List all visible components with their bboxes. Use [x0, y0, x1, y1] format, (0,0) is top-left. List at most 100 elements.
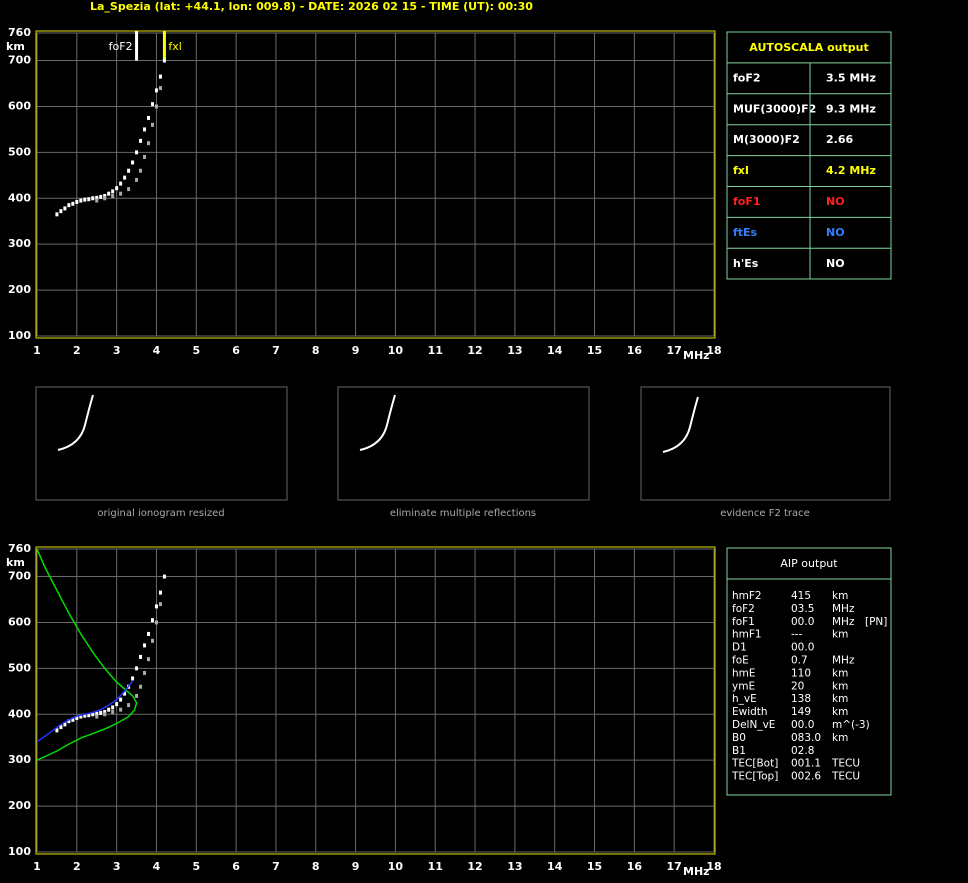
- trace-point: [150, 638, 154, 643]
- aip-cell: hmF2: [732, 590, 762, 602]
- trace-point: [147, 141, 151, 146]
- trace-point: [95, 711, 99, 716]
- trace-point: [135, 693, 139, 698]
- trace-point: [79, 198, 83, 203]
- trace-point: [119, 697, 123, 702]
- trace-point: [123, 691, 127, 696]
- x-tick-label: 16: [627, 860, 643, 873]
- trace-point: [147, 657, 151, 662]
- trace-point: [115, 186, 119, 191]
- row-value: 3.5 MHz: [826, 71, 876, 84]
- x-tick-label: 3: [113, 860, 121, 873]
- x-tick-label: 11: [428, 860, 443, 873]
- trace-point: [150, 618, 154, 623]
- x-tick-label: 13: [507, 860, 522, 873]
- trace-point: [143, 127, 147, 132]
- aip-cell: TECU: [831, 758, 860, 770]
- x-tick-label: 14: [547, 860, 563, 873]
- trace-point: [147, 115, 151, 120]
- trace-point: [127, 187, 131, 192]
- aip-cell: km: [832, 680, 848, 692]
- trace-point: [150, 102, 154, 107]
- trace-point: [55, 212, 59, 217]
- row-value: NO: [826, 226, 845, 239]
- trace-point: [75, 199, 79, 204]
- row-value: NO: [826, 257, 845, 270]
- aip-cell: 0.7: [791, 655, 808, 667]
- aip-cell: TEC[Bot]: [731, 758, 778, 770]
- row-value: 9.3 MHz: [826, 102, 876, 115]
- x-tick-label: 11: [428, 344, 443, 357]
- trace-point: [139, 168, 143, 173]
- trace-point: [111, 189, 115, 194]
- aip-cell: km: [832, 590, 848, 602]
- row-value: 4.2 MHz: [826, 164, 876, 177]
- trace-point: [115, 702, 119, 707]
- y-tick-label: 200: [8, 283, 31, 296]
- thumb-box: [35, 386, 288, 501]
- row-label: MUF(3000)F2: [733, 102, 816, 115]
- trace-point: [143, 154, 147, 159]
- annotation-label: fxl: [168, 40, 181, 53]
- trace-point: [119, 707, 123, 712]
- trace-point: [131, 676, 135, 681]
- y-tick-label: 300: [8, 237, 31, 250]
- y-tick-label: 700: [8, 570, 31, 583]
- aip-cell: foF2: [732, 603, 755, 615]
- trace-point: [143, 670, 147, 675]
- aip-cell: h_vE: [732, 693, 757, 705]
- aip-cell: km: [832, 693, 848, 705]
- x-tick-label: 8: [312, 344, 320, 357]
- trace-point: [139, 684, 143, 689]
- trace-point: [103, 709, 107, 714]
- x-tick-label: 10: [388, 344, 404, 357]
- trace-point: [123, 175, 127, 180]
- trace-point: [91, 196, 95, 201]
- aip-cell: DelN_vE: [732, 719, 775, 731]
- aip-cell: MHz: [832, 616, 855, 628]
- aip-cell: foF1: [732, 616, 755, 628]
- x-tick-label: 18: [706, 344, 721, 357]
- row-label: fxI: [733, 164, 749, 177]
- trace-point: [139, 138, 143, 143]
- trace-point: [79, 714, 83, 719]
- trace-point: [75, 715, 79, 720]
- trace-point: [87, 197, 91, 202]
- y-tick-label: 600: [8, 99, 31, 112]
- aip-cell: TEC[Top]: [731, 771, 778, 783]
- x-tick-label: 10: [388, 860, 404, 873]
- y-axis-label: km: [6, 40, 25, 53]
- x-tick-label: 8: [312, 860, 320, 873]
- aip-cell: MHz: [832, 655, 855, 667]
- x-axis-label: MHz: [683, 349, 710, 362]
- aip-cell: 001.1: [791, 758, 821, 770]
- trace-point: [99, 194, 103, 199]
- thumb-trace: [662, 396, 699, 453]
- trace-point: [127, 703, 131, 708]
- aip-cell: MHz: [832, 603, 855, 615]
- thumb-trace: [359, 394, 396, 451]
- trace-point: [135, 177, 139, 182]
- trace-point: [95, 198, 99, 203]
- trace-point: [87, 713, 91, 718]
- aip-cell: TECU: [831, 771, 860, 783]
- thumbnails: [35, 386, 891, 501]
- y-tick-label: 500: [8, 145, 31, 158]
- trace-point: [131, 160, 135, 165]
- row-value: NO: [826, 195, 845, 208]
- x-tick-label: 6: [232, 860, 240, 873]
- trace-point: [71, 201, 75, 206]
- y-tick-label: 760: [8, 26, 31, 39]
- plot-border: [35, 546, 716, 855]
- x-tick-label: 9: [352, 344, 360, 357]
- thumb-box: [640, 386, 891, 501]
- trace-point: [143, 643, 147, 648]
- trace-point: [63, 206, 67, 211]
- x-tick-label: 1: [33, 344, 41, 357]
- aip-cell: 20: [791, 680, 804, 692]
- x-tick-label: 12: [467, 860, 482, 873]
- trace-point: [83, 713, 87, 718]
- aip-cell: Ewidth: [732, 706, 768, 718]
